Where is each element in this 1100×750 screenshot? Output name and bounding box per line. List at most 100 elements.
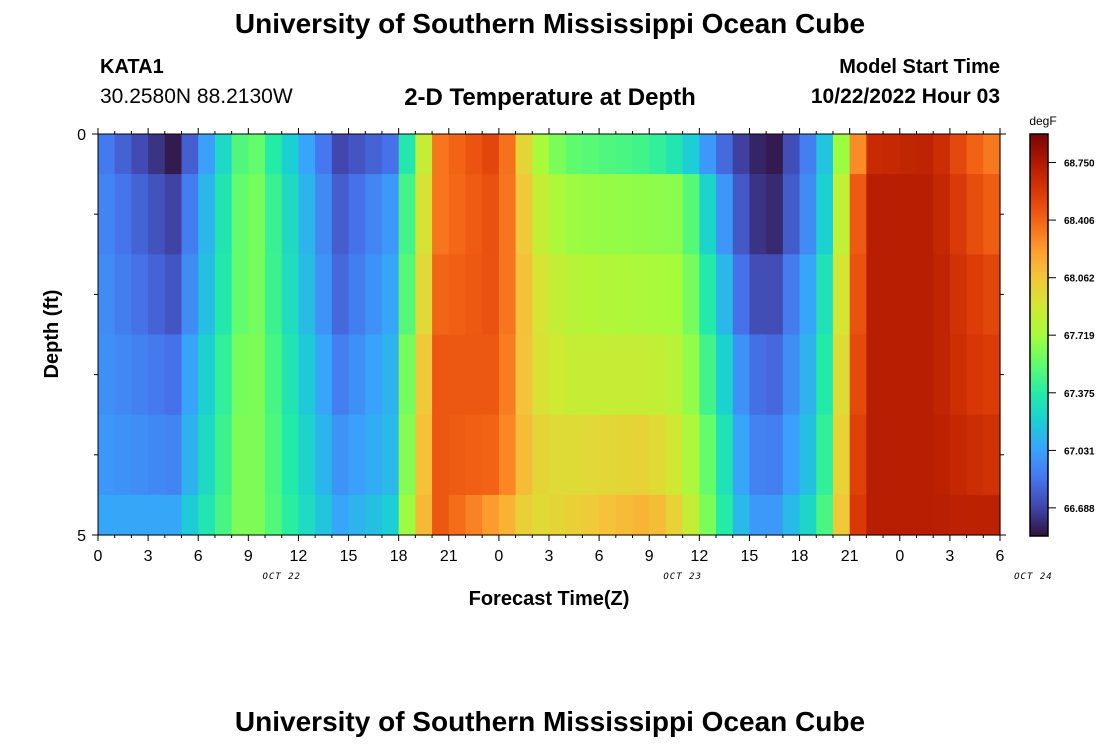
x-tick-label: 12 [690,548,708,565]
heatmap-cell [899,414,918,496]
heatmap-cell [465,334,483,416]
x-tick-label: 9 [244,548,253,565]
heatmap-cell [615,254,634,336]
x-axis: 0 3 6 9 12 15 18 21 0 3 6 9 12 15 18 21 0 3 6 OCT 22 OCT 23 O… [94,128,1052,582]
heatmap-cell [632,254,650,336]
x-tick-label: 15 [340,548,358,565]
x-tick-label: 3 [945,548,954,565]
heatmap-cell [632,494,650,536]
heatmap-cell [231,174,249,255]
heatmap-cell [248,494,266,536]
x-tick-label: 12 [290,548,308,565]
heatmap-cell [415,134,433,175]
station-id: KATA1 [100,56,164,78]
heatmap-cell [98,134,116,175]
heatmap-cell [599,134,617,175]
heatmap-cell [966,334,984,416]
heatmap-cell [532,414,550,496]
heatmap-cell [482,254,500,336]
heatmap-cell [348,414,366,496]
heatmap-cell [281,254,300,336]
heatmap-cell [98,254,116,336]
y-tick-label: 5 [77,528,86,545]
heatmap-cell [599,414,617,496]
heatmap-cell [498,414,517,496]
heatmap-cell [348,134,366,175]
heatmap-cell [148,494,166,536]
x-tick-label: 18 [791,548,809,565]
heatmap-cell [365,494,383,536]
heatmap-cell [665,414,684,496]
heatmap-cell [98,334,116,416]
heatmap-cell [348,174,366,255]
heatmap-cell [866,134,884,175]
heatmap-cell [432,174,450,255]
heatmap-cell [432,334,450,416]
heatmap-cell [782,174,801,255]
model-start-label: Model Start Time [839,56,1000,78]
x-tick-label: 21 [841,548,859,565]
heatmap-cell [699,334,717,416]
heatmap-cell [699,494,717,536]
heatmap-cell [214,494,233,536]
x-tick-label: 0 [895,548,904,565]
heatmap-cell [832,494,851,536]
x-tick-label: 0 [494,548,503,565]
heatmap-cell [916,414,934,496]
heatmap-cell [749,494,767,536]
heatmap-cell [281,494,300,536]
heatmap-cell [766,494,784,536]
heatmap-cell [131,334,149,416]
heatmap-cell [883,254,901,336]
heatmap-cell [265,334,283,416]
x-tick-label: 9 [645,548,654,565]
heatmap-cell [949,174,968,255]
heatmap-cell [883,494,901,536]
heatmap-cell [198,334,216,416]
heatmap-cell [315,414,333,496]
heatmap-cell [949,334,968,416]
heatmap-cell [649,494,667,536]
colorbar-tick-label: 68.750 [1064,158,1095,169]
heatmap-cell [315,254,333,336]
heatmap-cell [198,174,216,255]
heatmap-cell [164,134,183,175]
heatmap-cell [832,174,851,255]
heatmap-cell [866,334,884,416]
heatmap-cell [365,174,383,255]
heatmap-cell [298,174,316,255]
colorbar-tick-label: 68.406 [1064,216,1095,227]
heatmap-cell [532,134,550,175]
heatmap-cell [749,254,767,336]
heatmap-cell [565,174,583,255]
chart-title: University of Southern Mississippi Ocean… [234,8,866,39]
heatmap-cell [582,334,600,416]
heatmap-cell [933,494,951,536]
heatmap-cell [265,174,283,255]
chart-subtitle: 2-D Temperature at Depth [404,84,696,111]
heatmap-cell [298,254,316,336]
heatmap-cell [482,334,500,416]
heatmap-cell [582,134,600,175]
heatmap-cell [632,414,650,496]
model-start-value: 10/22/2022 Hour 03 [810,85,1000,108]
heatmap-cell [214,334,233,416]
heatmap-cell [465,254,483,336]
heatmap-cell [565,134,583,175]
heatmap-cell [248,134,266,175]
heatmap-cell [699,254,717,336]
x-tick-label: 18 [390,548,408,565]
heatmap-cell [799,414,817,496]
heatmap-cell [949,494,968,536]
heatmap-cell [966,134,984,175]
heatmap-cell [599,494,617,536]
heatmap-cell [164,174,183,255]
heatmap-cell [381,134,400,175]
heatmap-cell [265,414,283,496]
heatmap-cell [615,334,634,416]
heatmap-cell [949,134,968,175]
colorbar-tick-label: 67.031 [1064,446,1095,457]
heatmap-cell [231,334,249,416]
heatmap-cell [131,174,149,255]
heatmap-cell [599,334,617,416]
